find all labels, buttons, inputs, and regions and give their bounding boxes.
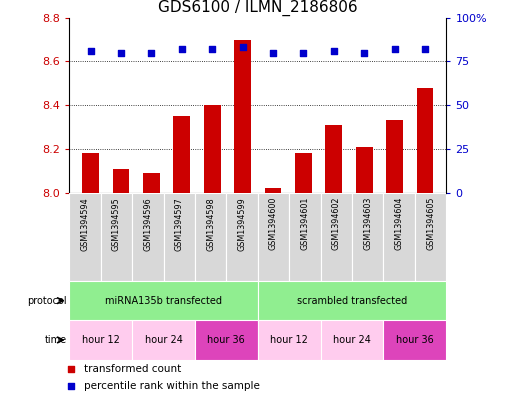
Point	[330, 48, 338, 54]
Bar	[321, 193, 352, 281]
Bar	[295, 153, 312, 193]
Bar	[234, 40, 251, 193]
Bar	[112, 169, 129, 193]
Title: GDS6100 / ILMN_2186806: GDS6100 / ILMN_2186806	[158, 0, 358, 17]
Point	[360, 50, 368, 56]
Bar	[69, 320, 132, 360]
Bar	[258, 320, 321, 360]
Text: percentile rank within the sample: percentile rank within the sample	[84, 381, 260, 391]
Bar	[132, 193, 164, 281]
Text: hour 36: hour 36	[396, 335, 434, 345]
Text: GSM1394598: GSM1394598	[206, 197, 215, 251]
Bar	[258, 281, 446, 320]
Text: GSM1394595: GSM1394595	[112, 197, 121, 251]
Text: GSM1394604: GSM1394604	[394, 197, 404, 250]
Text: transformed count: transformed count	[84, 364, 182, 374]
Text: GSM1394596: GSM1394596	[143, 197, 152, 251]
Point	[177, 46, 186, 52]
Text: GSM1394602: GSM1394602	[332, 197, 341, 250]
Point	[67, 366, 75, 372]
Text: hour 24: hour 24	[333, 335, 371, 345]
Bar	[417, 88, 433, 193]
Point	[421, 46, 429, 52]
Bar	[143, 173, 160, 193]
Bar	[415, 193, 446, 281]
Bar	[386, 120, 403, 193]
Bar	[321, 320, 383, 360]
Bar	[204, 105, 221, 193]
Bar	[265, 188, 281, 193]
Point	[117, 50, 125, 56]
Text: time: time	[45, 335, 67, 345]
Text: protocol: protocol	[27, 296, 67, 306]
Text: miRNA135b transfected: miRNA135b transfected	[105, 296, 222, 306]
Text: GSM1394599: GSM1394599	[238, 197, 247, 251]
Bar	[69, 193, 101, 281]
Bar	[195, 320, 258, 360]
Point	[390, 46, 399, 52]
Text: GSM1394594: GSM1394594	[81, 197, 89, 251]
Bar	[356, 147, 372, 193]
Text: hour 12: hour 12	[270, 335, 308, 345]
Bar	[164, 193, 195, 281]
Point	[239, 44, 247, 51]
Text: GSM1394601: GSM1394601	[301, 197, 309, 250]
Point	[147, 50, 155, 56]
Point	[67, 382, 75, 389]
Bar	[325, 125, 342, 193]
Text: GSM1394603: GSM1394603	[363, 197, 372, 250]
Bar	[226, 193, 258, 281]
Bar	[258, 193, 289, 281]
Text: hour 24: hour 24	[145, 335, 183, 345]
Bar	[352, 193, 383, 281]
Bar	[69, 281, 258, 320]
Text: hour 12: hour 12	[82, 335, 120, 345]
Text: GSM1394600: GSM1394600	[269, 197, 278, 250]
Point	[86, 48, 94, 54]
Bar	[82, 153, 99, 193]
Bar	[195, 193, 226, 281]
Bar	[289, 193, 321, 281]
Point	[269, 50, 277, 56]
Point	[208, 46, 216, 52]
Bar	[132, 320, 195, 360]
Bar	[383, 193, 415, 281]
Bar	[101, 193, 132, 281]
Point	[299, 50, 307, 56]
Text: hour 36: hour 36	[207, 335, 245, 345]
Bar	[173, 116, 190, 193]
Bar	[383, 320, 446, 360]
Text: GSM1394597: GSM1394597	[175, 197, 184, 251]
Text: GSM1394605: GSM1394605	[426, 197, 435, 250]
Text: scrambled transfected: scrambled transfected	[297, 296, 407, 306]
